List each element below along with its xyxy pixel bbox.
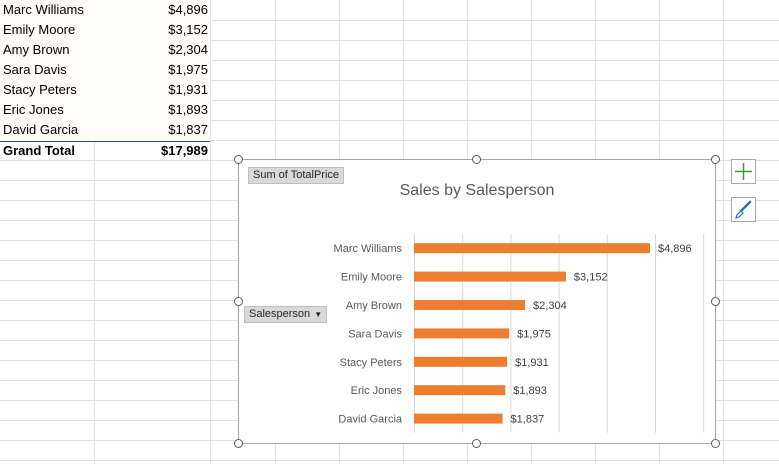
bar[interactable] [414, 300, 526, 310]
chart-styles-brush-icon [735, 200, 752, 219]
pivot-row-label[interactable]: Amy Brown [3, 42, 70, 57]
data-label[interactable]: $1,893 [513, 385, 547, 397]
chart-elements-plus-icon [735, 163, 752, 180]
chart-elements-button[interactable] [731, 159, 756, 184]
resize-handle-bottom[interactable] [472, 439, 481, 448]
resize-handle-bottom-right[interactable] [711, 439, 720, 448]
pivot-row-value[interactable]: $1,837 [168, 122, 208, 137]
bar[interactable] [414, 243, 650, 254]
pivot-row-label[interactable]: Stacy Peters [3, 82, 77, 97]
value-field-button[interactable]: Sum of TotalPrice [248, 167, 345, 184]
category-label: Eric Jones [351, 385, 403, 397]
category-label: Marc Williams [334, 243, 403, 255]
pivot-row-value[interactable]: $3,152 [168, 22, 208, 37]
data-label[interactable]: $2,304 [533, 300, 567, 312]
bar[interactable] [414, 328, 510, 339]
category-label: David Garcia [338, 414, 402, 426]
pivot-table-area [0, 0, 210, 141]
pivot-row-value[interactable]: $2,304 [168, 42, 208, 57]
pivot-row-value[interactable]: $4,896 [168, 2, 208, 17]
pivot-row-value[interactable]: $1,893 [168, 102, 208, 117]
bar[interactable] [414, 271, 566, 282]
axis-field-button[interactable]: Salesperson ▼ [244, 306, 328, 323]
resize-handle-bottom-left[interactable] [234, 439, 243, 448]
chart-styles-button[interactable] [731, 197, 756, 222]
data-label[interactable]: $4,896 [658, 243, 692, 255]
grand-total-value[interactable]: $17,989 [161, 143, 208, 158]
category-label: Stacy Peters [340, 357, 403, 369]
pivot-row-label[interactable]: Eric Jones [3, 102, 64, 117]
bar[interactable] [414, 385, 506, 396]
data-label[interactable]: $1,931 [515, 357, 549, 369]
resize-handle-top-right[interactable] [711, 155, 720, 164]
pivot-row-label[interactable]: David Garcia [3, 122, 79, 137]
axis-field-label: Salesperson [249, 308, 311, 320]
category-label: Sara Davis [348, 328, 402, 340]
pivot-chart[interactable]: Sum of TotalPrice Sales by Salesperson S… [238, 159, 716, 444]
pivot-row-label[interactable]: Sara Davis [3, 62, 67, 77]
dropdown-triangle-icon[interactable]: ▼ [314, 310, 323, 319]
pivot-row-value[interactable]: $1,975 [168, 62, 208, 77]
bar[interactable] [414, 356, 508, 367]
category-label: Emily Moore [341, 272, 402, 284]
grand-total-divider [0, 141, 210, 142]
pivot-row-label[interactable]: Marc Williams [3, 2, 84, 17]
resize-handle-left[interactable] [234, 297, 243, 306]
data-label[interactable]: $1,975 [517, 328, 551, 340]
chart-title[interactable]: Sales by Salesperson [399, 182, 555, 199]
resize-handle-top[interactable] [472, 155, 481, 164]
data-label[interactable]: $3,152 [574, 272, 608, 284]
data-label[interactable]: $1,837 [511, 414, 545, 426]
plot-area[interactable]: Marc Williams $4,896 Emily Moore $3,152 Amy … [239, 160, 717, 445]
resize-handle-top-left[interactable] [234, 155, 243, 164]
bar[interactable] [414, 413, 503, 424]
pivot-row-label[interactable]: Emily Moore [3, 22, 76, 37]
category-label: Amy Brown [346, 300, 402, 312]
pivot-row-value[interactable]: $1,931 [168, 82, 208, 97]
resize-handle-right[interactable] [711, 297, 720, 306]
grand-total-label[interactable]: Grand Total [3, 143, 75, 158]
